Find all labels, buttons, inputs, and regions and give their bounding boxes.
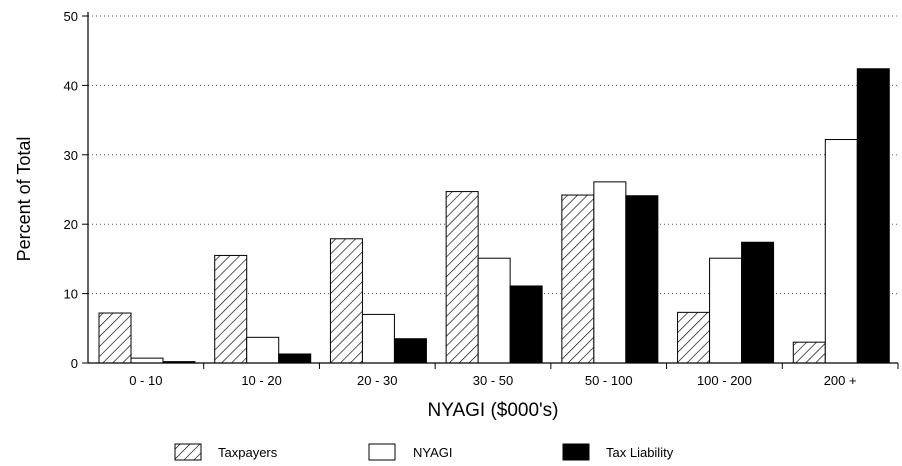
bar-nyagi bbox=[246, 336, 280, 364]
y-tick-label: 20 bbox=[64, 217, 78, 232]
bar-tax-liability bbox=[393, 338, 427, 364]
bar-nyagi bbox=[709, 257, 743, 364]
bar-taxpayers bbox=[792, 341, 826, 364]
bar-nyagi bbox=[361, 313, 395, 364]
bar-tax-liability bbox=[625, 195, 659, 364]
bar-nyagi bbox=[824, 139, 858, 364]
bar-taxpayers bbox=[561, 194, 595, 364]
x-tick-label: 30 - 50 bbox=[473, 373, 513, 388]
legend-swatch bbox=[174, 443, 202, 461]
bar-tax-liability bbox=[278, 353, 312, 364]
y-axis-title: Percent of Total bbox=[14, 137, 34, 262]
y-tick-label: 30 bbox=[64, 148, 78, 163]
bar-taxpayers bbox=[445, 191, 479, 364]
y-tick-label: 40 bbox=[64, 78, 78, 93]
bar-nyagi bbox=[593, 181, 627, 364]
x-axis-title: NYAGI ($000's) bbox=[427, 400, 558, 421]
bar-taxpayers bbox=[214, 254, 248, 364]
bar-taxpayers bbox=[329, 238, 363, 364]
x-tick-label: 200 + bbox=[824, 373, 857, 388]
bar-tax-liability bbox=[741, 241, 775, 364]
bar-taxpayers bbox=[677, 311, 711, 364]
x-tick-label: 0 - 10 bbox=[129, 373, 162, 388]
legend-label: Tax Liability bbox=[606, 445, 674, 460]
bar-nyagi bbox=[477, 257, 511, 364]
bar-taxpayers bbox=[98, 312, 132, 364]
bar-tax-liability bbox=[509, 285, 543, 364]
axes: 0 10 20 30 40 50 0 - 10 10 - 20 20 - 30 30 - 50 50… bbox=[64, 9, 899, 388]
legend-label: NYAGI bbox=[413, 445, 453, 460]
gridlines bbox=[88, 15, 898, 295]
x-tick-label: 100 - 200 bbox=[697, 373, 752, 388]
bar-tax-liability bbox=[856, 68, 890, 364]
legend: Taxpayers NYAGI Tax Liability bbox=[174, 443, 674, 461]
y-tick-label: 0 bbox=[71, 356, 78, 371]
y-tick-label: 10 bbox=[64, 287, 78, 302]
bar-nyagi bbox=[130, 357, 164, 364]
legend-label: Taxpayers bbox=[218, 445, 278, 460]
y-tick-label: 50 bbox=[64, 9, 78, 24]
x-tick-label: 50 - 100 bbox=[585, 373, 633, 388]
legend-swatch bbox=[562, 443, 590, 461]
legend-swatch bbox=[368, 443, 396, 461]
x-tick-label: 20 - 30 bbox=[357, 373, 397, 388]
bars bbox=[98, 68, 890, 364]
x-tick-label: 10 - 20 bbox=[241, 373, 281, 388]
